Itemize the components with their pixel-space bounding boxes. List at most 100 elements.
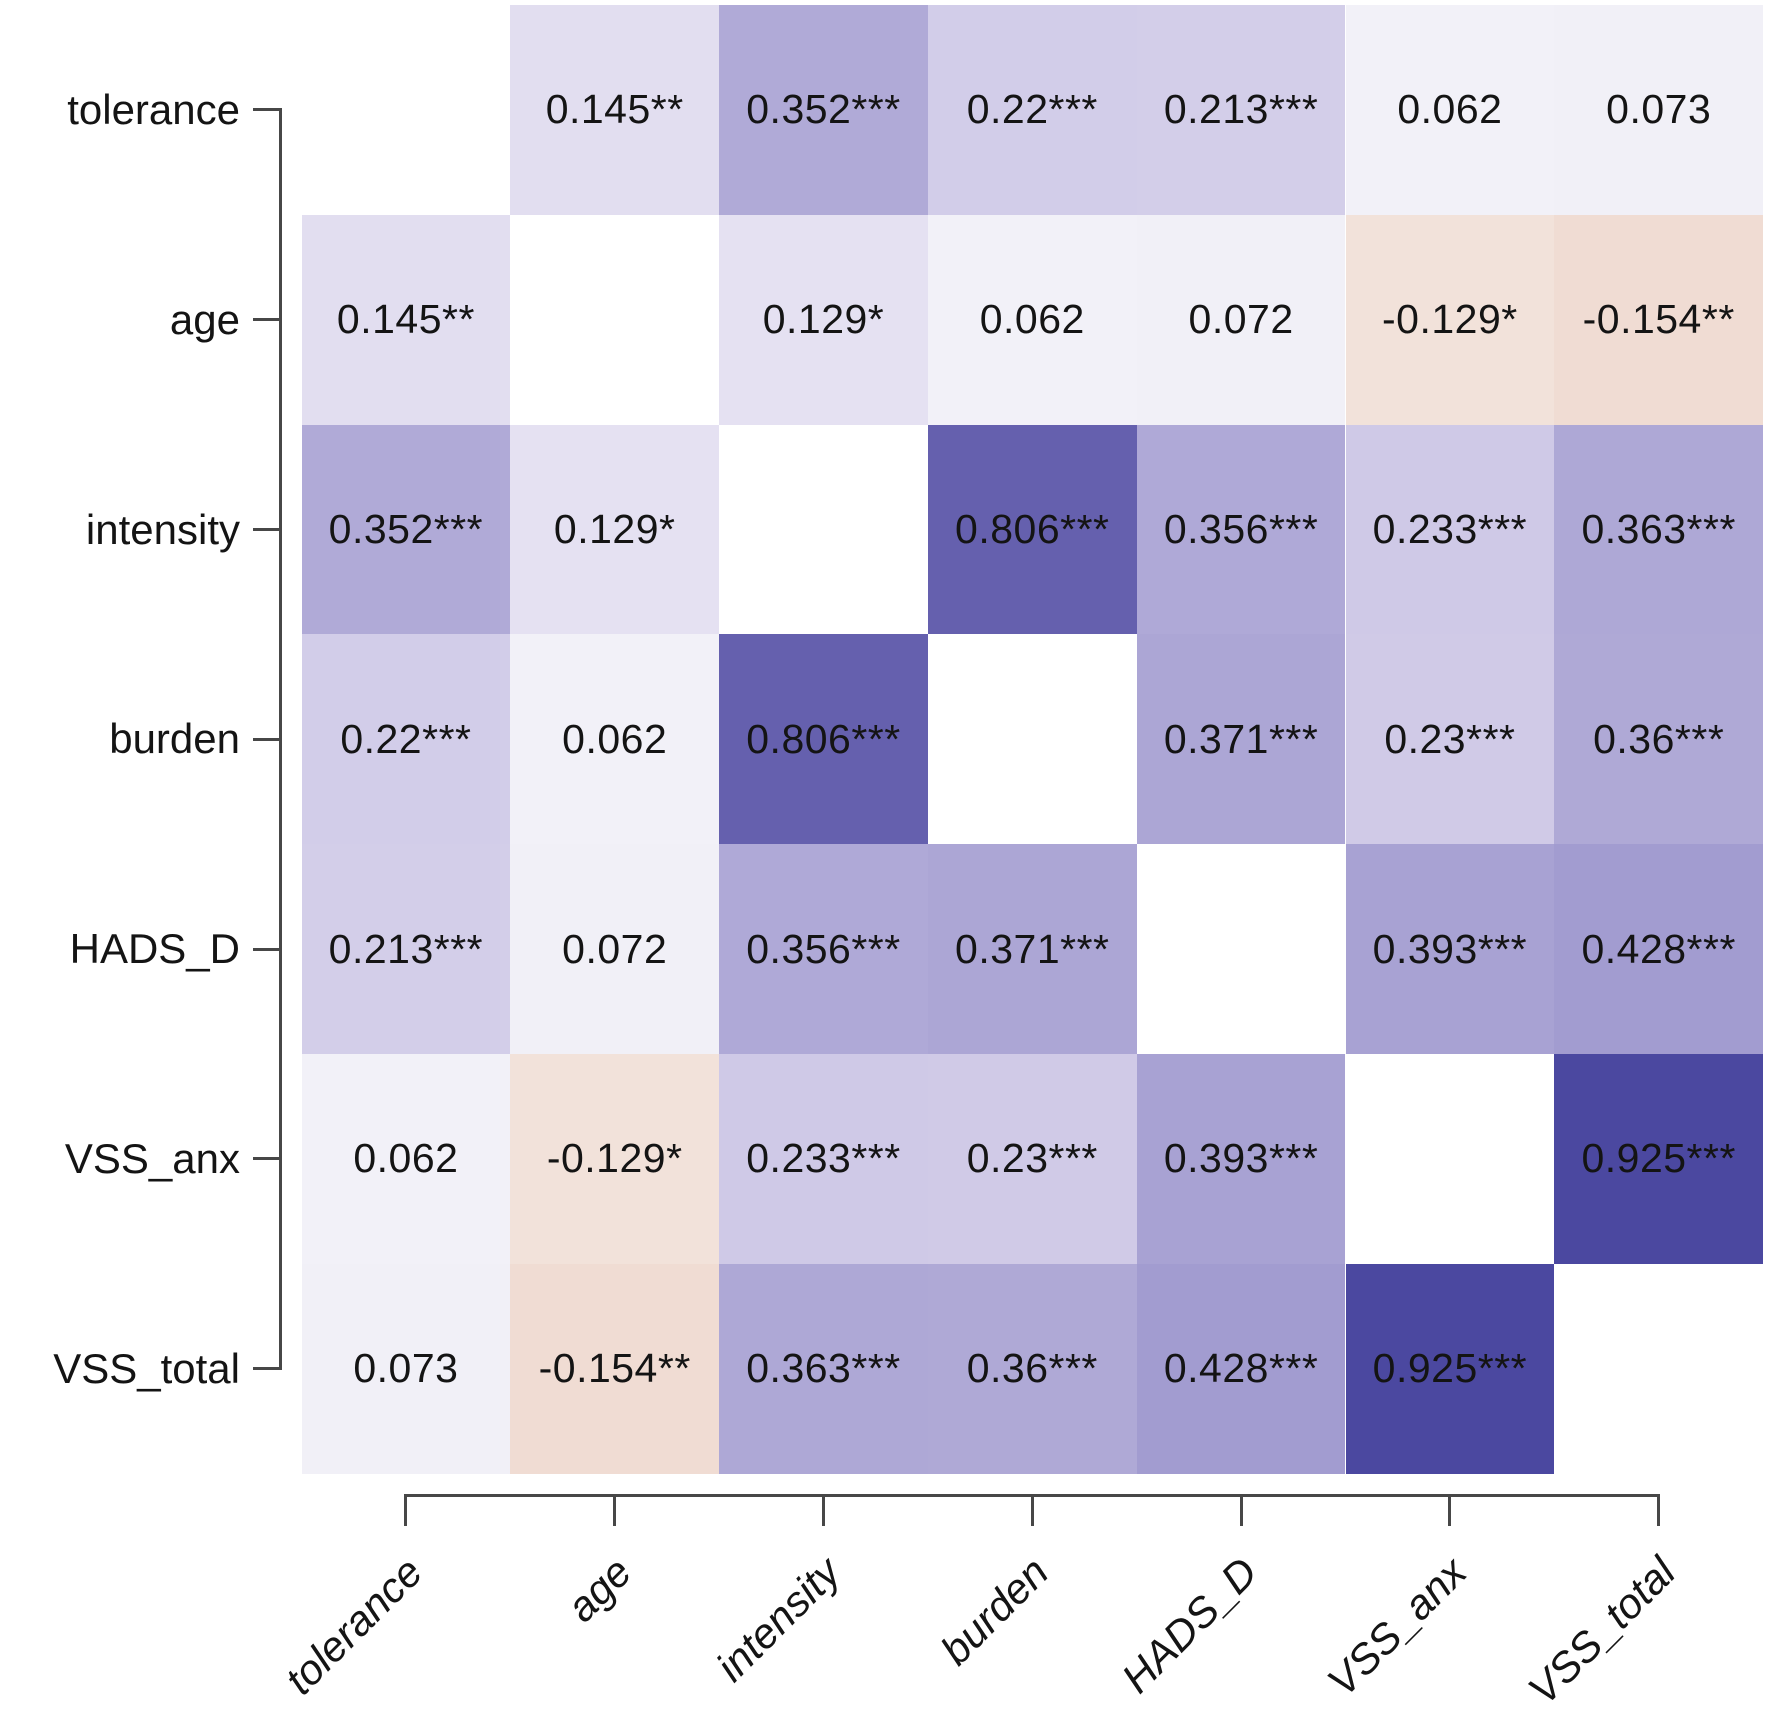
cell-value: 0.23*** — [1384, 715, 1516, 762]
heatmap-cell-HADS_D-tolerance: 0.213*** — [301, 844, 511, 1054]
heatmap-cell-age-VSS_total: -0.154** — [1554, 214, 1764, 425]
heatmap-cell-VSS_total-tolerance: 0.073 — [301, 1263, 511, 1474]
cell-value: 0.393*** — [1163, 1135, 1319, 1182]
cell-value: 0.233*** — [746, 1135, 901, 1182]
cell-value: -0.129* — [1382, 296, 1518, 343]
x-axis-tick-VSS_anx — [1448, 1494, 1452, 1526]
cell-value: -0.154** — [538, 1345, 691, 1392]
cell-value: 0.213*** — [328, 925, 484, 972]
cell-value: 0.129* — [553, 505, 676, 552]
row-label-HADS_D: HADS_D — [69, 925, 240, 973]
heatmap-cell-intensity-VSS_anx: 0.233*** — [1345, 424, 1555, 635]
heatmap-cell-intensity-intensity — [719, 424, 928, 635]
heatmap-cell-VSS_anx-burden: 0.23*** — [927, 1054, 1137, 1264]
y-axis-tick-intensity — [253, 528, 281, 531]
cell-value: 0.363*** — [1581, 505, 1736, 552]
cell-value: 0.062 — [979, 296, 1085, 343]
col-label-age: age — [557, 1548, 640, 1631]
cell-value: 0.356*** — [746, 925, 901, 972]
cell-value: 0.233*** — [1372, 505, 1528, 552]
heatmap-cell-VSS_total-burden: 0.36*** — [927, 1263, 1137, 1474]
heatmap-cell-intensity-tolerance: 0.352*** — [301, 424, 511, 635]
row-label-tolerance: tolerance — [67, 85, 240, 133]
cell-value: 0.356*** — [1163, 505, 1319, 552]
cell-value: 0.925*** — [1581, 1135, 1736, 1182]
cell-value: 0.371*** — [1163, 715, 1319, 762]
heatmap-cell-tolerance-VSS_anx: 0.062 — [1345, 5, 1555, 215]
heatmap-cell-HADS_D-intensity: 0.356*** — [719, 844, 928, 1054]
y-axis-tick-HADS_D — [253, 947, 281, 951]
col-label-burden: burden — [931, 1548, 1058, 1674]
cell-value: 0.363*** — [746, 1345, 901, 1392]
y-axis-tick-VSS_anx — [253, 1157, 281, 1161]
heatmap-cell-VSS_anx-VSS_total: 0.925*** — [1554, 1054, 1764, 1264]
y-axis-tick-burden — [253, 737, 281, 741]
cell-value: 0.062 — [1397, 86, 1503, 133]
heatmap-cell-VSS_total-VSS_total — [1554, 1263, 1764, 1474]
col-label-intensity: intensity — [706, 1548, 849, 1691]
cell-value: 0.352*** — [746, 86, 901, 133]
row-label-intensity: intensity — [85, 505, 240, 553]
y-axis-tick-age — [253, 318, 281, 322]
cell-value: 0.428*** — [1163, 1345, 1319, 1392]
cell-value: 0.213*** — [1163, 86, 1319, 133]
heatmap-cell-burden-intensity: 0.806*** — [719, 634, 928, 845]
heatmap-cell-burden-age: 0.062 — [510, 634, 720, 845]
cell-value: 0.36*** — [966, 1345, 1098, 1392]
cell-value: 0.371*** — [955, 925, 1110, 972]
cell-value: 0.925*** — [1372, 1345, 1528, 1392]
heatmap-cell-HADS_D-VSS_total: 0.428*** — [1554, 844, 1764, 1054]
heatmap-cell-tolerance-burden: 0.22*** — [927, 5, 1137, 215]
x-axis-tick-age — [613, 1494, 617, 1526]
heatmap-cell-VSS_anx-VSS_anx — [1345, 1054, 1555, 1264]
x-axis-tick-burden — [1030, 1494, 1034, 1526]
heatmap-cell-burden-VSS_anx: 0.23*** — [1345, 634, 1555, 845]
cell-value: 0.062 — [353, 1135, 459, 1182]
heatmap-cell-burden-tolerance: 0.22*** — [301, 634, 511, 845]
heatmap-cell-age-burden: 0.062 — [927, 214, 1137, 425]
heatmap-cell-VSS_total-HADS_D: 0.428*** — [1136, 1263, 1346, 1474]
heatmap-cell-VSS_anx-tolerance: 0.062 — [301, 1054, 511, 1264]
heatmap-cell-tolerance-VSS_total: 0.073 — [1554, 5, 1764, 215]
heatmap-cell-age-HADS_D: 0.072 — [1136, 214, 1346, 425]
heatmap-cell-intensity-burden: 0.806*** — [927, 424, 1137, 635]
x-axis-tick-intensity — [822, 1494, 825, 1526]
heatmap-cell-intensity-VSS_total: 0.363*** — [1554, 424, 1764, 635]
heatmap-cell-HADS_D-age: 0.072 — [510, 844, 720, 1054]
y-axis-tick-tolerance — [253, 108, 281, 112]
cell-value: 0.428*** — [1581, 925, 1736, 972]
cell-value: 0.806*** — [955, 505, 1110, 552]
heatmap-cell-VSS_total-VSS_anx: 0.925*** — [1345, 1263, 1555, 1474]
heatmap-cell-age-tolerance: 0.145** — [301, 214, 511, 425]
heatmap-cell-VSS_anx-HADS_D: 0.393*** — [1136, 1054, 1346, 1264]
heatmap-cell-intensity-HADS_D: 0.356*** — [1136, 424, 1346, 635]
col-label-VSS_total: VSS_total — [1518, 1548, 1684, 1714]
col-label-VSS_anx: VSS_anx — [1318, 1548, 1476, 1706]
cell-value: 0.072 — [562, 925, 668, 972]
heatmap-cell-VSS_anx-intensity: 0.233*** — [719, 1054, 928, 1264]
heatmap-cell-tolerance-tolerance — [301, 5, 511, 215]
heatmap-cell-VSS_total-age: -0.154** — [510, 1263, 720, 1474]
heatmap-cell-age-age — [510, 214, 720, 425]
x-axis-tick-tolerance — [404, 1494, 408, 1526]
cell-value: 0.23*** — [966, 1135, 1098, 1182]
cell-value: 0.062 — [562, 715, 668, 762]
heatmap-cell-tolerance-age: 0.145** — [510, 5, 720, 215]
row-label-burden: burden — [109, 715, 240, 763]
cell-value: 0.073 — [1606, 86, 1712, 133]
row-label-VSS_anx: VSS_anx — [64, 1134, 240, 1182]
row-label-age: age — [169, 295, 240, 343]
col-label-tolerance: tolerance — [275, 1548, 432, 1704]
cell-value: 0.22*** — [966, 86, 1098, 133]
heatmap-cell-age-VSS_anx: -0.129* — [1345, 214, 1555, 425]
x-axis-tick-VSS_total — [1657, 1494, 1661, 1526]
cell-value: 0.072 — [1188, 296, 1294, 343]
cell-value: 0.393*** — [1372, 925, 1528, 972]
heatmap-cell-HADS_D-HADS_D — [1136, 844, 1346, 1054]
heatmap-cell-tolerance-intensity: 0.352*** — [719, 5, 928, 215]
cell-value: 0.36*** — [1593, 715, 1725, 762]
heatmap-cell-tolerance-HADS_D: 0.213*** — [1136, 5, 1346, 215]
cell-value: 0.806*** — [746, 715, 901, 762]
heatmap-cell-burden-burden — [927, 634, 1137, 845]
heatmap-cell-burden-HADS_D: 0.371*** — [1136, 634, 1346, 845]
